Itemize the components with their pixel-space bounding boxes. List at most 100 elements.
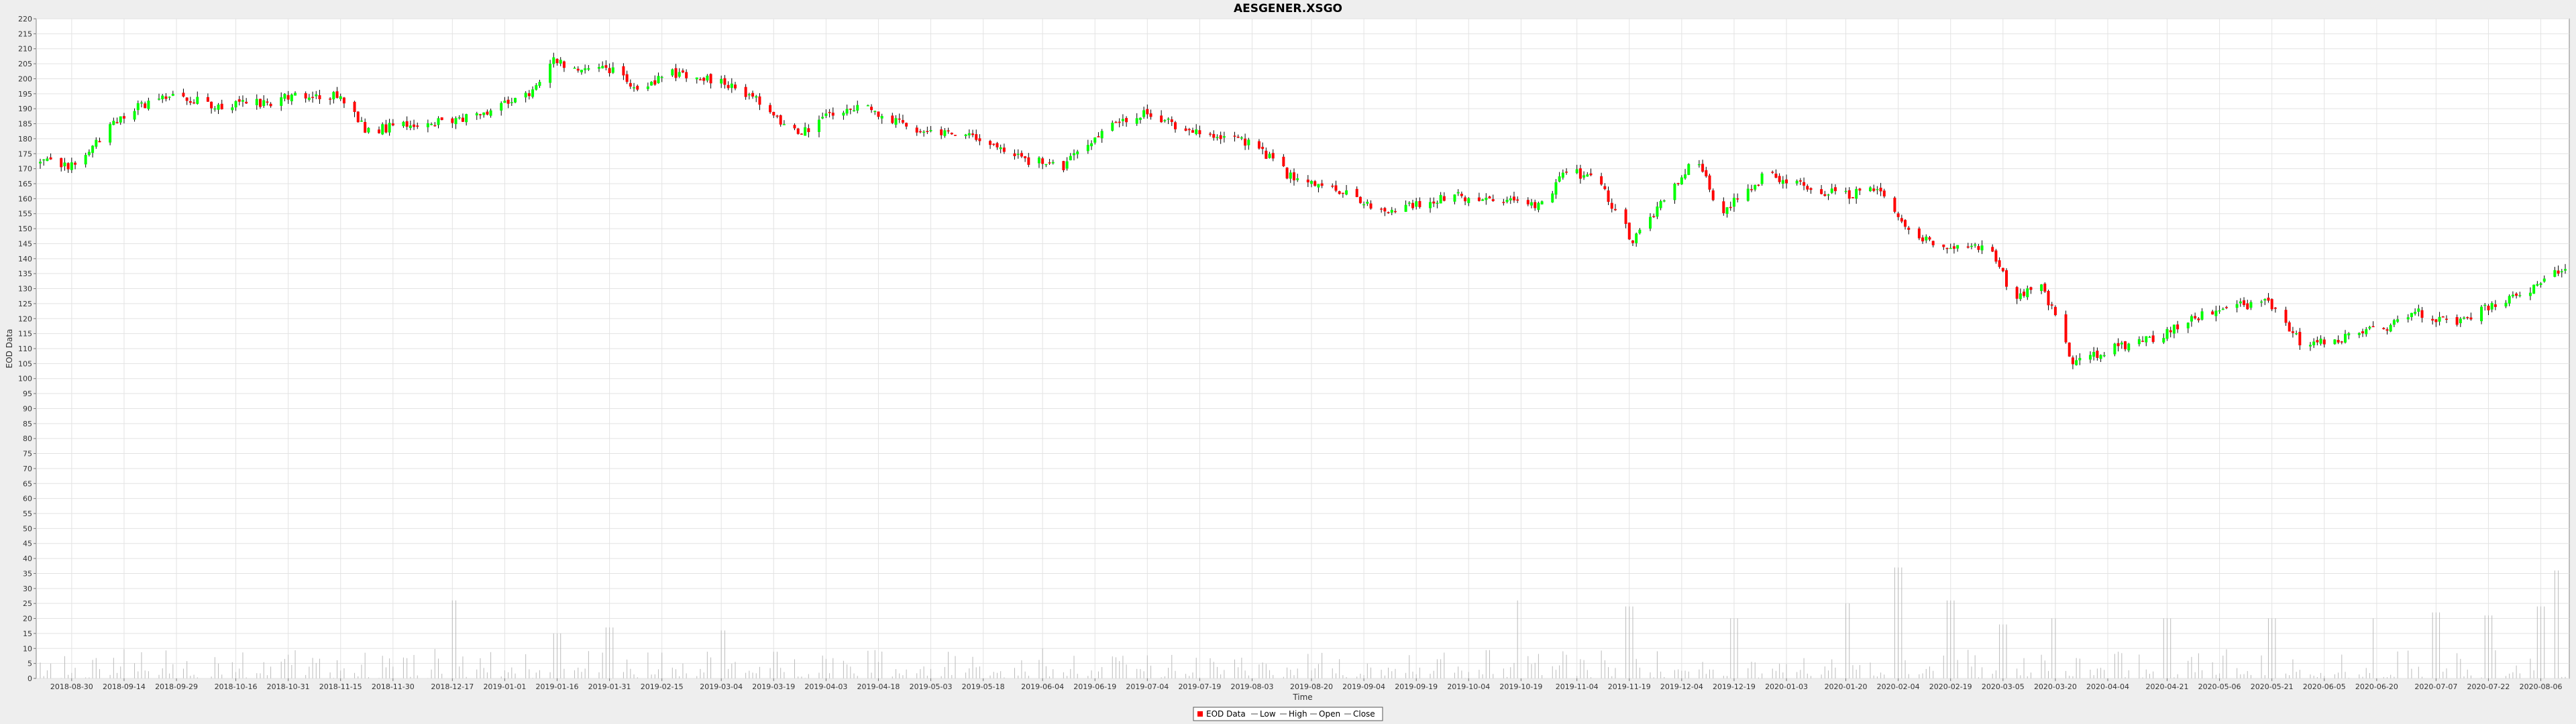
y-tick-label: 15 — [23, 629, 32, 638]
candle-body — [2249, 302, 2253, 308]
candle-body — [1656, 206, 1659, 217]
candle-body — [1746, 188, 1750, 201]
x-tick-label: 2019-11-19 — [1608, 682, 1651, 691]
candle-body — [451, 118, 454, 123]
candle-body — [2194, 316, 2197, 318]
candle-body — [164, 96, 168, 99]
y-axis-label: EOD Data — [5, 329, 14, 369]
candle-body — [2169, 330, 2172, 333]
x-tick-label: 2020-03-05 — [1982, 682, 2025, 691]
candle-body — [2029, 287, 2033, 290]
candle-body — [2137, 339, 2141, 345]
candle-body — [674, 68, 678, 78]
candle-body — [894, 118, 898, 125]
y-tick-label: 110 — [18, 345, 32, 353]
candle-body — [1380, 208, 1383, 210]
candle-body — [454, 118, 458, 125]
candle-body — [755, 96, 758, 98]
candle-body — [1306, 179, 1309, 183]
candle-body — [1537, 202, 1540, 210]
candle-body — [573, 68, 576, 69]
x-axis-label: Time — [1292, 692, 1312, 702]
candle-body — [1949, 247, 1952, 249]
y-tick-label: 30 — [23, 585, 32, 593]
candle-body — [1271, 153, 1275, 159]
candle-body — [1512, 196, 1515, 200]
candle-body — [1900, 218, 1903, 222]
candle-body — [1121, 119, 1124, 121]
candle-body — [775, 115, 779, 117]
candle-body — [2438, 316, 2441, 322]
candle-body — [1652, 216, 1656, 217]
candle-body — [193, 102, 196, 104]
candle-body — [1778, 176, 1781, 182]
candle-body — [1313, 181, 1317, 186]
candle-body — [2371, 326, 2375, 328]
x-tick-label: 2020-06-05 — [2303, 682, 2346, 691]
candle-body — [1697, 164, 1701, 166]
candle-body — [2102, 355, 2106, 357]
candle-body — [807, 128, 810, 133]
x-tick-label: 2020-02-04 — [1877, 682, 1920, 691]
legend-label: Close — [1353, 709, 1375, 719]
x-tick-label: 2020-05-06 — [2198, 682, 2241, 691]
candle-body — [2211, 311, 2214, 315]
candle-body — [678, 72, 681, 77]
candle-body — [915, 127, 918, 133]
candle-body — [158, 99, 161, 100]
x-tick-label: 2019-04-03 — [804, 682, 847, 691]
candle-body — [1296, 178, 1299, 180]
candle-body — [1705, 170, 1708, 177]
candle-body — [2148, 337, 2151, 338]
y-tick-label: 150 — [18, 225, 32, 233]
candle-body — [625, 74, 629, 82]
candle-body — [1806, 186, 1809, 190]
candle-body — [2557, 270, 2560, 274]
candle-body — [901, 120, 904, 123]
candle-body — [87, 152, 91, 155]
candle-body — [2392, 320, 2396, 325]
candle-body — [1952, 246, 1955, 249]
candle-body — [1994, 250, 1998, 262]
x-tick-label: 2018-11-30 — [372, 682, 415, 691]
candle-body — [1534, 202, 1537, 208]
candle-body — [133, 111, 136, 120]
candle-body — [478, 114, 482, 115]
candle-body — [1928, 237, 1931, 240]
candle-body — [409, 125, 412, 128]
candle-body — [2113, 343, 2116, 355]
x-tick-label: 2019-03-04 — [700, 682, 743, 691]
candle-body — [1868, 187, 1872, 192]
candle-body — [2483, 304, 2487, 306]
x-tick-label: 2019-09-04 — [1342, 682, 1385, 691]
candle-body — [1209, 133, 1212, 135]
candle-body — [796, 128, 800, 134]
x-tick-label: 2019-05-18 — [962, 682, 1005, 691]
x-tick-label: 2018-08-30 — [50, 682, 93, 691]
candle-body — [2047, 290, 2050, 306]
candle-body — [940, 129, 943, 135]
candle-body — [136, 103, 140, 111]
chart-title: AESGENER.XSGO — [1234, 2, 1342, 15]
x-tick-label: 2019-10-19 — [1499, 682, 1542, 691]
candle-body — [475, 113, 478, 116]
candle-body — [2333, 339, 2337, 345]
candle-body — [1093, 137, 1097, 143]
candle-body — [2508, 296, 2511, 304]
candle-body — [1516, 199, 1519, 201]
candle-body — [1830, 188, 1833, 193]
candle-body — [782, 124, 786, 125]
candle-body — [2385, 329, 2389, 331]
candle-body — [140, 102, 143, 104]
x-tick-label: 2019-08-20 — [1290, 682, 1333, 691]
candle-body — [1355, 188, 1358, 197]
candle-body — [853, 110, 856, 111]
candle-body — [2406, 317, 2410, 320]
candle-body — [1393, 210, 1397, 213]
x-tick-label: 2020-05-21 — [2251, 682, 2294, 691]
candle-body — [2151, 335, 2155, 343]
candle-body — [2023, 292, 2026, 296]
candle-body — [2441, 316, 2445, 318]
candle-body — [1991, 247, 1994, 252]
candle-body — [1345, 190, 1348, 195]
